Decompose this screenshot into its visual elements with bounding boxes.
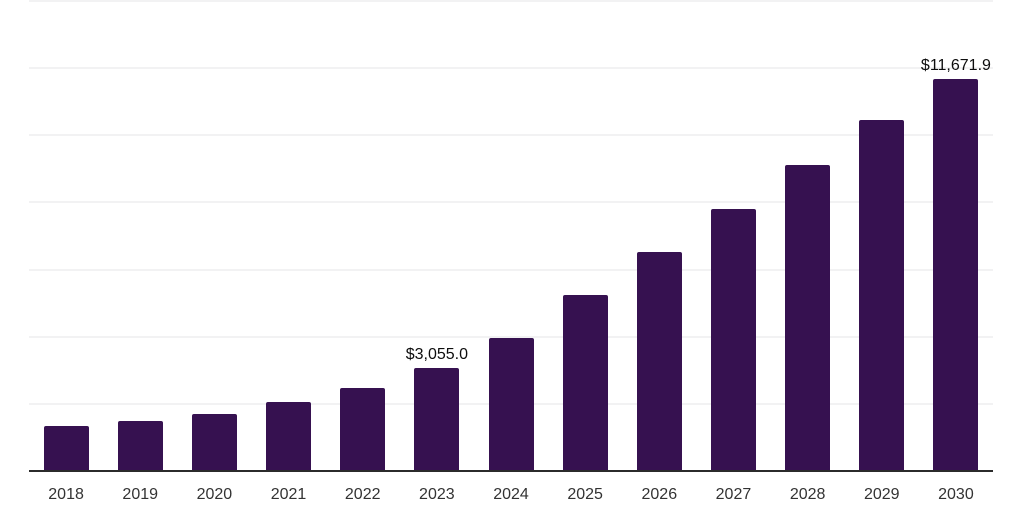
bar-2028 <box>785 164 831 471</box>
bar-2024 <box>488 338 534 471</box>
x-axis-tick-label-2025: 2025 <box>567 486 603 503</box>
x-axis-tick-label-2018: 2018 <box>48 486 84 503</box>
x-axis-tick-label-2026: 2026 <box>641 486 678 503</box>
bar-2029 <box>859 119 905 471</box>
bar-value-label-2023: $3,055.0 <box>405 346 468 364</box>
x-axis-tick-label-2023: 2023 <box>419 486 455 503</box>
x-axis-tick-label-2030: 2030 <box>938 486 974 503</box>
x-axis-tick-label-2024: 2024 <box>493 486 529 503</box>
x-axis-tick-label-2021: 2021 <box>270 486 307 503</box>
x-axis-tick-label-2027: 2027 <box>715 486 752 503</box>
bar-2023 <box>414 368 460 471</box>
bar-2025 <box>562 295 608 471</box>
bar-2026 <box>636 252 682 471</box>
x-axis-tick-label-2020: 2020 <box>196 486 233 503</box>
bar-2021 <box>266 401 312 471</box>
bar-2030 <box>933 79 979 471</box>
x-axis-tick-label-2029: 2029 <box>863 486 900 503</box>
x-axis-line <box>29 470 993 472</box>
gridline <box>29 0 993 2</box>
bar-value-label-2030: $11,671.9 <box>920 57 991 75</box>
gridline <box>29 268 993 271</box>
bar-2018 <box>43 426 89 471</box>
bar-2027 <box>710 209 756 471</box>
bar-2019 <box>117 420 163 471</box>
x-axis-tick-label-2019: 2019 <box>122 486 159 503</box>
bar-2020 <box>191 413 237 471</box>
bar-2022 <box>340 388 386 471</box>
gridline <box>29 134 993 137</box>
gridline <box>29 335 993 338</box>
x-axis-tick-label-2022: 2022 <box>344 486 381 503</box>
gridline <box>29 201 993 204</box>
x-axis-tick-label-2028: 2028 <box>789 486 826 503</box>
gridline <box>29 67 993 70</box>
